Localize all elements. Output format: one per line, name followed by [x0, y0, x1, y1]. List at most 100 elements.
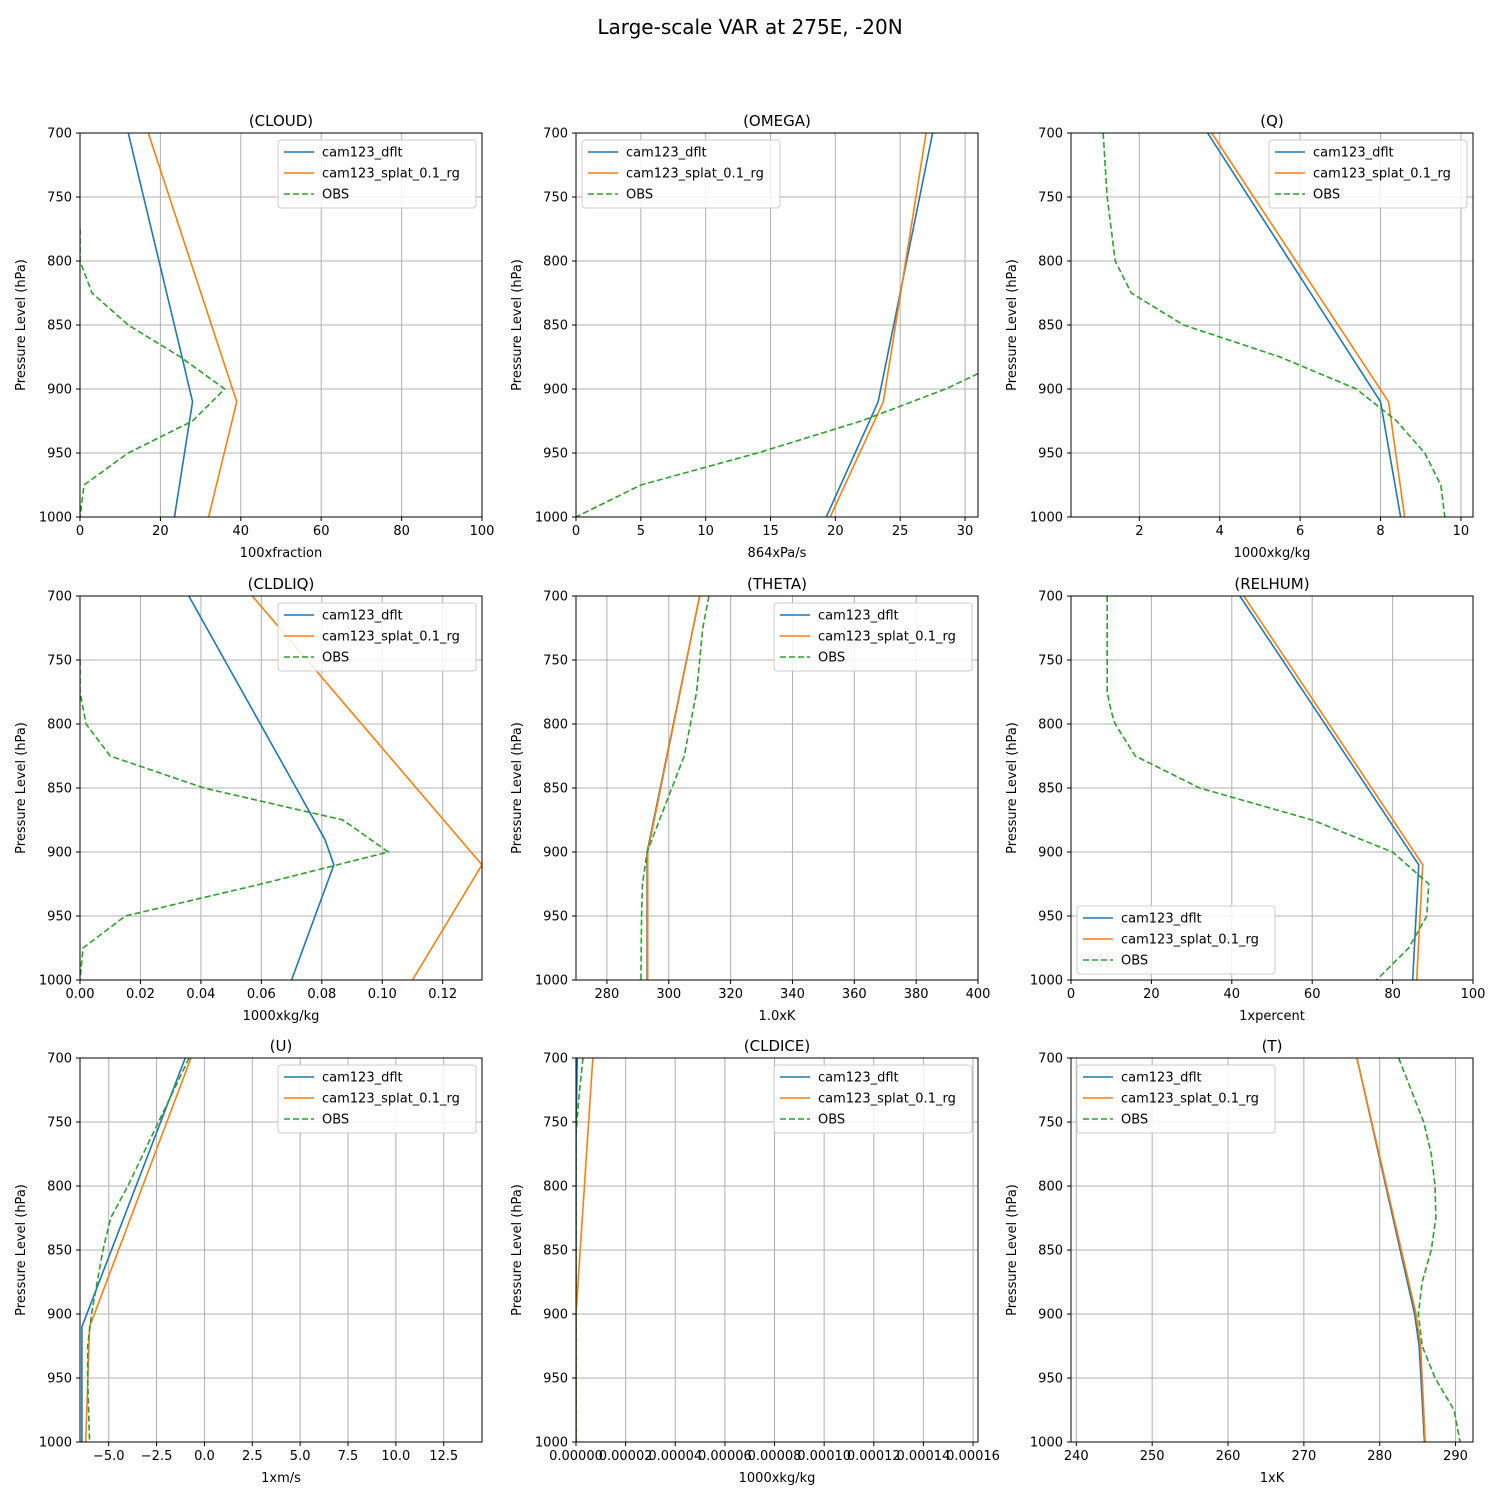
y-tick-label: 1000: [1030, 1436, 1063, 1451]
legend-entry: cam123_dflt: [322, 146, 403, 161]
series-line-cam123_splat_0.1_rg: [829, 133, 927, 517]
y-tick-label: 750: [1038, 654, 1063, 669]
series-line-OBS: [1106, 596, 1430, 980]
series-line-cam123_dflt: [188, 596, 335, 980]
legend-entry: OBS: [322, 188, 349, 203]
y-tick-label: 850: [1038, 319, 1063, 334]
x-tick-label: 240: [1064, 1449, 1089, 1464]
subplot-title: (T): [1262, 1037, 1283, 1055]
y-tick-label: 900: [543, 383, 568, 398]
legend-entry: OBS: [818, 1113, 845, 1128]
legend-entry: cam123_splat_0.1_rg: [322, 167, 460, 182]
y-tick-label: 800: [47, 718, 72, 733]
y-tick-label: 950: [543, 910, 568, 925]
legend-entry: cam123_splat_0.1_rg: [1121, 933, 1259, 948]
y-tick-label: 750: [47, 654, 72, 669]
x-axis-label: 1xm/s: [261, 1471, 301, 1486]
x-tick-label: 5: [637, 524, 645, 539]
x-tick-label: 10: [697, 524, 714, 539]
y-tick-label: 800: [543, 1180, 568, 1195]
y-tick-label: 850: [543, 1244, 568, 1259]
x-tick-label: 0.00012: [847, 1449, 901, 1464]
legend: cam123_dflt cam123_splat_0.1_rg OBS: [277, 139, 477, 209]
subplot-4: 0.00 0.02 0.04 0.06 0.08 0.10 0.12 700 750 800 850…: [14, 575, 483, 1024]
x-tick-label: 0.00010: [797, 1449, 851, 1464]
y-tick-label: 900: [1038, 383, 1063, 398]
y-tick-label: 900: [1038, 1308, 1063, 1323]
y-tick-label: 800: [1038, 1180, 1063, 1195]
y-tick-label: 900: [543, 1308, 568, 1323]
legend: cam123_dflt cam123_splat_0.1_rg OBS: [1076, 905, 1276, 975]
x-tick-label: 290: [1443, 1449, 1468, 1464]
y-axis-label: Pressure Level (hPa): [1005, 259, 1020, 391]
y-tick-label: 700: [47, 590, 72, 605]
x-tick-label: 0.10: [368, 987, 397, 1002]
legend: cam123_dflt cam123_splat_0.1_rg OBS: [1268, 139, 1468, 209]
y-tick-label: 850: [47, 319, 72, 334]
y-tick-label: 1000: [39, 974, 72, 989]
legend-entry: cam123_dflt: [818, 1071, 899, 1086]
y-tick-label: 900: [1038, 846, 1063, 861]
x-axis-label: 1.0xK: [759, 1009, 796, 1024]
series-line-cam123_splat_0.1_rg: [1211, 133, 1406, 517]
legend-entry: OBS: [818, 651, 845, 666]
y-tick-label: 1000: [1030, 511, 1063, 526]
legend-entry: cam123_splat_0.1_rg: [322, 630, 460, 645]
legend-entry: cam123_dflt: [322, 609, 403, 624]
y-tick-label: 800: [543, 718, 568, 733]
x-tick-label: 5.0: [290, 1449, 311, 1464]
x-tick-label: 380: [904, 987, 929, 1002]
x-tick-label: 40: [1224, 987, 1241, 1002]
x-tick-label: 4: [1216, 524, 1224, 539]
subplot-title: (OMEGA): [743, 112, 811, 130]
y-tick-label: 800: [543, 255, 568, 270]
legend-entry: cam123_splat_0.1_rg: [322, 1092, 460, 1107]
series-line-cam123_dflt: [825, 133, 934, 517]
x-tick-label: 100: [1461, 987, 1486, 1002]
legend-entry: cam123_dflt: [1121, 1071, 1202, 1086]
legend-frame: [277, 139, 477, 209]
series-line-cam123_dflt: [127, 133, 194, 517]
y-tick-label: 900: [543, 846, 568, 861]
y-tick-label: 700: [543, 590, 568, 605]
legend-entry: OBS: [322, 651, 349, 666]
subplot-6: 0 20 40 60 80 100 700 750 800 850 900 950 1000 1xperc…: [1005, 575, 1485, 1024]
x-tick-label: 20: [827, 524, 844, 539]
x-tick-label: 40: [233, 524, 250, 539]
y-tick-label: 800: [47, 1180, 72, 1195]
x-axis-label: 100xfraction: [240, 546, 322, 561]
y-tick-label: 750: [543, 1116, 568, 1131]
legend: cam123_dflt cam123_splat_0.1_rg OBS: [773, 1064, 973, 1134]
x-tick-label: 300: [656, 987, 681, 1002]
legend: cam123_dflt cam123_splat_0.1_rg OBS: [581, 139, 781, 209]
y-axis-label: Pressure Level (hPa): [1005, 1184, 1020, 1316]
subplot-3: 2 4 6 8 10 700 750 800 850 900 950 1000 1000xkg/kg Pr…: [1005, 112, 1474, 561]
y-tick-label: 750: [47, 191, 72, 206]
x-tick-label: −2.5: [141, 1449, 173, 1464]
x-tick-label: 10.0: [381, 1449, 410, 1464]
legend-frame: [773, 602, 973, 672]
y-axis-label: Pressure Level (hPa): [510, 722, 525, 854]
y-axis-label: Pressure Level (hPa): [510, 259, 525, 391]
y-tick-label: 850: [1038, 1244, 1063, 1259]
y-tick-label: 950: [1038, 447, 1063, 462]
x-tick-label: 20: [152, 524, 169, 539]
subplot-title: (THETA): [747, 575, 807, 593]
y-tick-label: 1000: [1030, 974, 1063, 989]
legend-frame: [1076, 1064, 1276, 1134]
y-tick-label: 750: [1038, 191, 1063, 206]
x-tick-label: 20: [1143, 987, 1160, 1002]
figure-title: Large-scale VAR at 275E, -20N: [597, 15, 903, 39]
x-tick-label: 0.0: [194, 1449, 215, 1464]
y-tick-label: 750: [1038, 1116, 1063, 1131]
y-tick-label: 850: [1038, 782, 1063, 797]
y-tick-label: 900: [47, 383, 72, 398]
legend-entry: cam123_splat_0.1_rg: [818, 1092, 956, 1107]
series-line-OBS: [80, 660, 391, 980]
x-tick-label: 0.08: [307, 987, 336, 1002]
y-tick-label: 950: [1038, 910, 1063, 925]
subplot-5: 280 300 320 340 360 380 400 700 750 800 850 900 950 1…: [510, 575, 990, 1024]
series-line-cam123_dflt: [1207, 133, 1402, 517]
y-tick-label: 950: [543, 447, 568, 462]
